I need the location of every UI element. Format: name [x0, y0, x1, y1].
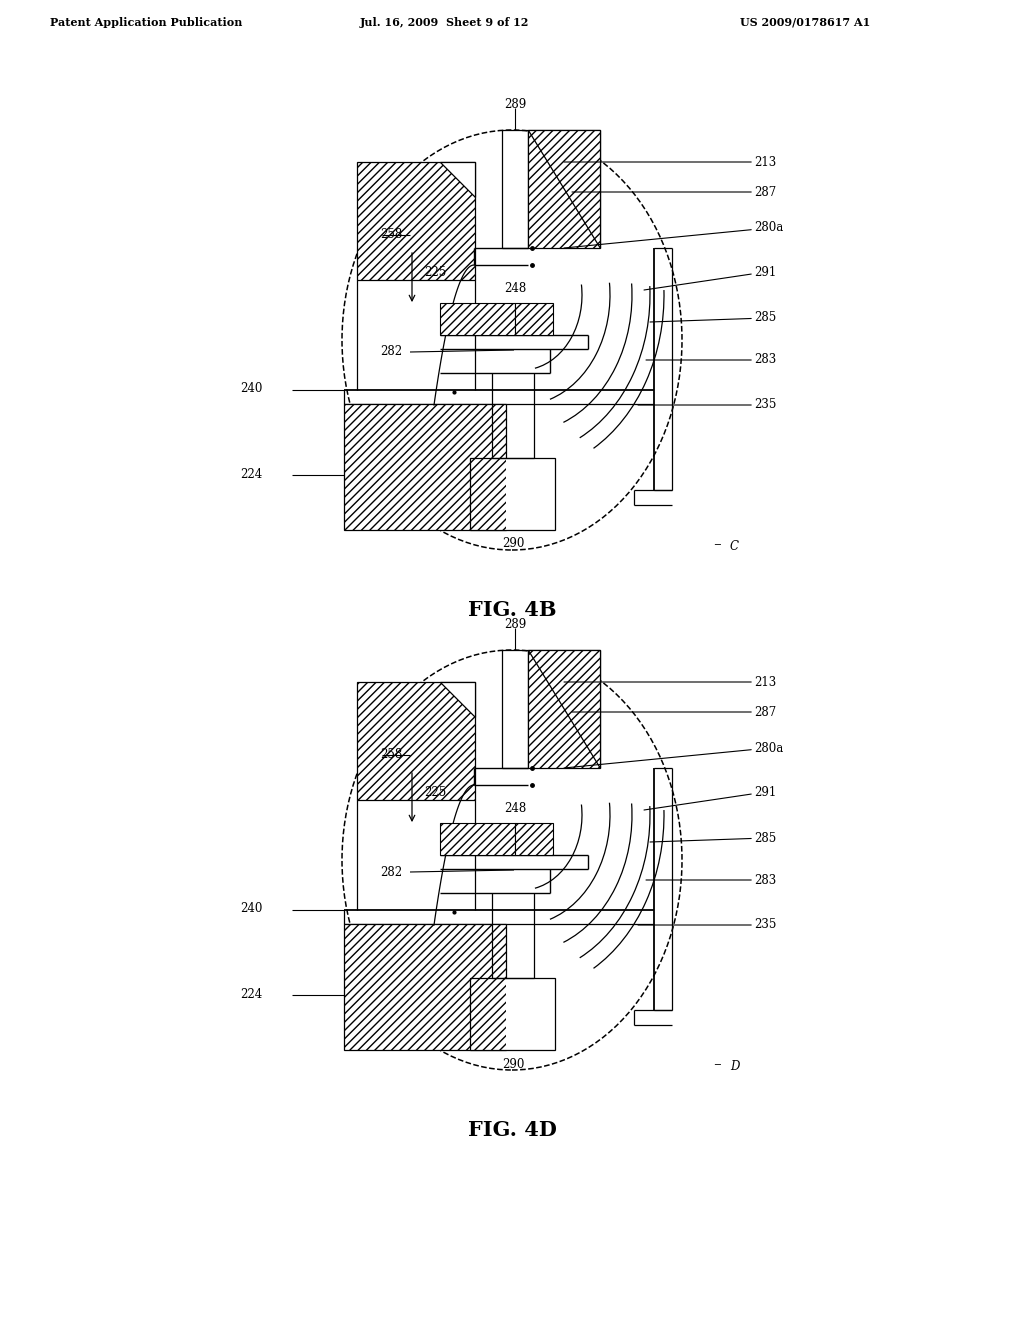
- Text: 235: 235: [638, 919, 776, 932]
- Polygon shape: [440, 162, 475, 197]
- Text: 258: 258: [380, 228, 402, 242]
- Bar: [357, 682, 475, 800]
- Bar: [344, 924, 506, 1049]
- Text: C: C: [730, 540, 739, 553]
- Text: 291: 291: [644, 265, 776, 290]
- Text: 285: 285: [650, 312, 776, 325]
- Polygon shape: [528, 649, 600, 768]
- Text: 224: 224: [240, 989, 262, 1002]
- Polygon shape: [528, 129, 600, 248]
- Text: 248: 248: [504, 801, 526, 814]
- Text: 225: 225: [424, 265, 446, 279]
- Text: 258: 258: [380, 748, 402, 762]
- Bar: [515, 304, 553, 335]
- Text: 213: 213: [564, 676, 776, 689]
- Bar: [357, 162, 475, 280]
- Bar: [357, 162, 475, 280]
- Text: ─: ─: [714, 1061, 720, 1071]
- Bar: [440, 822, 515, 855]
- Text: 213: 213: [564, 156, 776, 169]
- Bar: [344, 924, 506, 1049]
- Text: 224: 224: [240, 469, 262, 482]
- Text: 280a: 280a: [564, 742, 783, 768]
- Text: 289: 289: [504, 618, 526, 631]
- Text: US 2009/0178617 A1: US 2009/0178617 A1: [740, 16, 870, 28]
- Text: 285: 285: [650, 832, 776, 845]
- Text: Jul. 16, 2009  Sheet 9 of 12: Jul. 16, 2009 Sheet 9 of 12: [360, 16, 529, 28]
- Bar: [440, 304, 515, 335]
- Text: 287: 287: [572, 705, 776, 718]
- Bar: [440, 822, 515, 855]
- Text: 287: 287: [572, 186, 776, 198]
- Text: 289: 289: [504, 98, 526, 111]
- Text: Patent Application Publication: Patent Application Publication: [50, 16, 243, 28]
- Text: 248: 248: [504, 281, 526, 294]
- Bar: [344, 404, 506, 531]
- Text: 283: 283: [646, 354, 776, 367]
- Text: 283: 283: [646, 874, 776, 887]
- Text: 291: 291: [644, 785, 776, 810]
- Bar: [357, 682, 475, 800]
- Bar: [470, 978, 555, 1049]
- Text: 282: 282: [380, 866, 402, 879]
- Text: FIG. 4B: FIG. 4B: [468, 601, 556, 620]
- Text: 290: 290: [502, 1057, 524, 1071]
- Text: FIG. 4D: FIG. 4D: [468, 1119, 556, 1140]
- Polygon shape: [440, 682, 475, 717]
- Text: 240: 240: [240, 902, 262, 915]
- Text: 235: 235: [638, 399, 776, 412]
- Text: 290: 290: [502, 537, 524, 550]
- Bar: [528, 649, 600, 768]
- Bar: [344, 404, 506, 531]
- Bar: [440, 304, 515, 335]
- Bar: [470, 458, 555, 531]
- Text: D: D: [730, 1060, 739, 1072]
- Bar: [528, 129, 600, 248]
- Bar: [528, 649, 600, 768]
- Text: 225: 225: [424, 785, 446, 799]
- Text: 280a: 280a: [564, 222, 783, 248]
- Text: 240: 240: [240, 381, 262, 395]
- Bar: [528, 129, 600, 248]
- Bar: [515, 822, 553, 855]
- Bar: [515, 304, 553, 335]
- Text: 282: 282: [380, 346, 402, 359]
- Text: ─: ─: [714, 541, 720, 550]
- Bar: [515, 822, 553, 855]
